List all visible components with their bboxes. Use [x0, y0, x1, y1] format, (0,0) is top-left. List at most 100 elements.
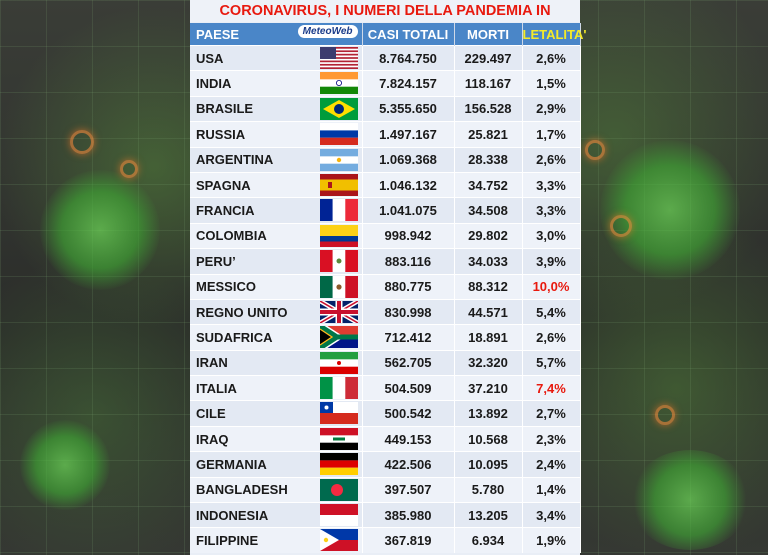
table-row: PERU’ 883.116 34.033 3,9% — [190, 248, 581, 275]
table-row: IRAQ 449.153 10.568 2,3% — [190, 425, 581, 452]
country-name: CILE — [196, 406, 226, 422]
cases-cell: 830.998 — [362, 298, 455, 325]
country-cell: IRAN — [190, 349, 363, 376]
table-row: COLOMBIA 998.942 29.802 3,0% — [190, 222, 581, 249]
cases-cell: 712.412 — [362, 324, 455, 351]
hotspot-marker — [655, 405, 675, 425]
table-row: BANGLADESH 397.507 5.780 1,4% — [190, 476, 581, 503]
country-cell: INDONESIA — [190, 502, 363, 528]
virus-graphic — [630, 450, 750, 550]
country-cell: PERU’ — [190, 248, 363, 275]
country-name: PERU’ — [196, 253, 236, 269]
header-paese: PAESE MeteoWeb — [190, 23, 363, 46]
country-name: BANGLADESH — [196, 482, 288, 498]
lethality-cell: 5,4% — [522, 298, 581, 325]
lethality-cell: 3,9% — [522, 248, 581, 275]
table-row: MESSICO 880.775 88.312 10,0% — [190, 273, 581, 300]
country-name: MESSICO — [196, 279, 256, 295]
country-name: INDIA — [196, 76, 232, 92]
mexico-flag-icon — [319, 275, 358, 298]
country-name: COLOMBIA — [196, 228, 267, 244]
country-cell: REGNO UNITO — [190, 298, 363, 325]
iran-flag-icon — [319, 351, 358, 374]
cases-cell: 500.542 — [362, 400, 455, 427]
deaths-cell: 44.571 — [454, 298, 523, 325]
country-cell: BRASILE — [190, 95, 363, 122]
deaths-cell: 29.802 — [454, 222, 523, 249]
pandemic-table: PAESE MeteoWeb CASI TOTALI MORTI LETALIT… — [190, 23, 586, 553]
cases-cell: 1.041.075 — [362, 197, 455, 224]
deaths-cell: 25.821 — [454, 121, 523, 148]
cases-cell: 367.819 — [362, 527, 455, 553]
uk-flag-icon — [319, 300, 358, 323]
table-row: SPAGNA 1.046.132 34.752 3,3% — [190, 171, 581, 198]
deaths-cell: 229.497 — [454, 44, 523, 71]
country-cell: RUSSIA — [190, 121, 363, 148]
cases-cell: 449.153 — [362, 425, 455, 452]
country-cell: FRANCIA — [190, 197, 363, 224]
country-name: RUSSIA — [196, 126, 246, 142]
lethality-cell: 2,6% — [522, 324, 581, 351]
table-row: FRANCIA 1.041.075 34.508 3,3% — [190, 197, 581, 224]
table-row: ARGENTINA 1.069.368 28.338 2,6% — [190, 146, 581, 173]
chile-flag-icon — [319, 402, 358, 425]
table-row: GERMANIA 422.506 10.095 2,4% — [190, 451, 581, 478]
country-name: REGNO UNITO — [196, 304, 288, 320]
deaths-cell: 34.033 — [454, 248, 523, 275]
table-row: RUSSIA 1.497.167 25.821 1,7% — [190, 121, 581, 148]
table-row: FILIPPINE 367.819 6.934 1,9% — [190, 527, 581, 553]
deaths-cell: 32.320 — [454, 349, 523, 376]
cases-cell: 1.046.132 — [362, 171, 455, 198]
cases-cell: 397.507 — [362, 476, 455, 503]
country-name: BRASILE — [196, 101, 254, 117]
country-cell: MESSICO — [190, 273, 363, 300]
country-cell: CILE — [190, 400, 363, 427]
table-body: USA 8.764.750 229.497 2,6% INDIA 7.824.157 118… — [190, 44, 581, 553]
usa-flag-icon — [319, 47, 358, 69]
country-cell: INDIA — [190, 70, 363, 97]
lethality-cell: 2,4% — [522, 451, 581, 478]
deaths-cell: 37.210 — [454, 375, 523, 401]
table-row: REGNO UNITO 830.998 44.571 5,4% — [190, 298, 581, 325]
deaths-cell: 10.568 — [454, 425, 523, 452]
header-morti: MORTI — [454, 23, 523, 46]
lethality-cell: 2,7% — [522, 400, 581, 427]
bangladesh-flag-icon — [319, 478, 358, 501]
virus-graphic — [40, 170, 160, 290]
deaths-cell: 28.338 — [454, 146, 523, 173]
country-cell: SUDAFRICA — [190, 324, 363, 351]
hotspot-marker — [120, 160, 138, 178]
lethality-cell: 3,0% — [522, 222, 581, 249]
hotspot-marker — [585, 140, 605, 160]
country-cell: BANGLADESH — [190, 476, 363, 503]
table-row: ITALIA 504.509 37.210 7,4% — [190, 375, 581, 401]
cases-cell: 422.506 — [362, 451, 455, 478]
iraq-flag-icon — [319, 427, 358, 450]
table-header-row: PAESE MeteoWeb CASI TOTALI MORTI LETALIT… — [190, 23, 586, 46]
cases-cell: 504.509 — [362, 375, 455, 401]
table-row: IRAN 562.705 32.320 5,7% — [190, 349, 581, 376]
table-row: INDIA 7.824.157 118.167 1,5% — [190, 70, 581, 97]
country-cell: COLOMBIA — [190, 222, 363, 249]
lethality-cell: 5,7% — [522, 349, 581, 376]
page-title: CORONAVIRUS, I NUMERI DELLA PANDEMIA IN … — [190, 0, 580, 41]
country-cell: FILIPPINE — [190, 527, 363, 553]
cases-cell: 5.355.650 — [362, 95, 455, 122]
lethality-cell: 1,9% — [522, 527, 581, 553]
brazil-flag-icon — [319, 97, 358, 120]
lethality-cell: 10,0% — [522, 273, 581, 300]
lethality-cell: 3,3% — [522, 197, 581, 224]
hotspot-marker — [610, 215, 632, 237]
deaths-cell: 10.095 — [454, 451, 523, 478]
lethality-cell: 2,6% — [522, 44, 581, 71]
country-name: SPAGNA — [196, 177, 251, 193]
virus-graphic — [600, 140, 740, 280]
header-letalita: LETALITA' — [522, 23, 586, 46]
country-cell: SPAGNA — [190, 171, 363, 198]
cases-cell: 562.705 — [362, 349, 455, 376]
lethality-cell: 3,4% — [522, 502, 581, 528]
deaths-cell: 34.752 — [454, 171, 523, 198]
header-paese-label: PAESE — [196, 26, 240, 42]
deaths-cell: 18.891 — [454, 324, 523, 351]
philippines-flag-icon — [319, 529, 358, 552]
